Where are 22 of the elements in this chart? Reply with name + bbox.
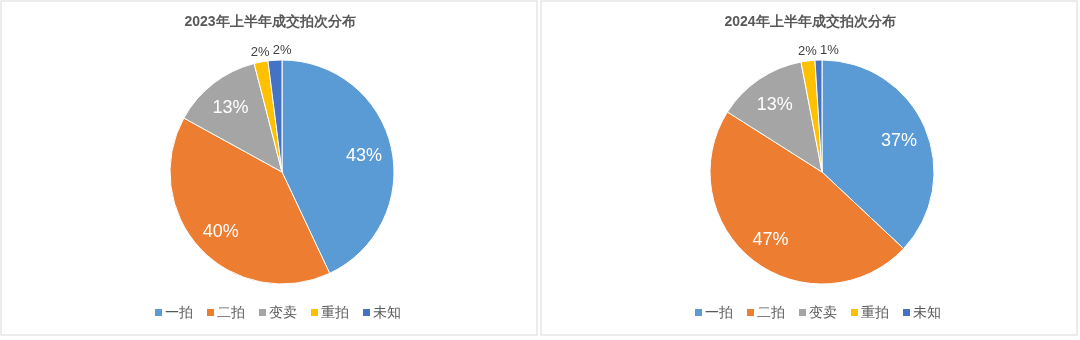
legend-label: 一拍 [165, 304, 193, 320]
legend-label: 重拍 [321, 304, 349, 320]
data-label: 2% [272, 42, 292, 58]
data-label: 40% [202, 220, 239, 241]
legend-label: 变卖 [269, 304, 297, 320]
data-label: 1% [820, 42, 839, 58]
data-label: 2% [798, 42, 817, 58]
legend-label: 二拍 [757, 304, 785, 320]
chart-title: 2023年上半年成交拍次分布 [184, 13, 356, 29]
legend-label: 未知 [913, 304, 941, 320]
data-label: 47% [752, 229, 789, 250]
data-label: 13% [756, 93, 793, 114]
legend-label: 一拍 [705, 304, 733, 320]
data-label: 37% [881, 129, 918, 150]
legend-label: 未知 [373, 304, 401, 320]
chart-title: 2024年上半年成交拍次分布 [724, 13, 896, 29]
legend-label: 二拍 [217, 304, 245, 320]
legend-label: 重拍 [861, 304, 889, 320]
data-label: 13% [212, 96, 249, 117]
data-label: 2% [250, 44, 270, 60]
data-label: 43% [345, 144, 382, 165]
legend-label: 变卖 [809, 304, 837, 320]
